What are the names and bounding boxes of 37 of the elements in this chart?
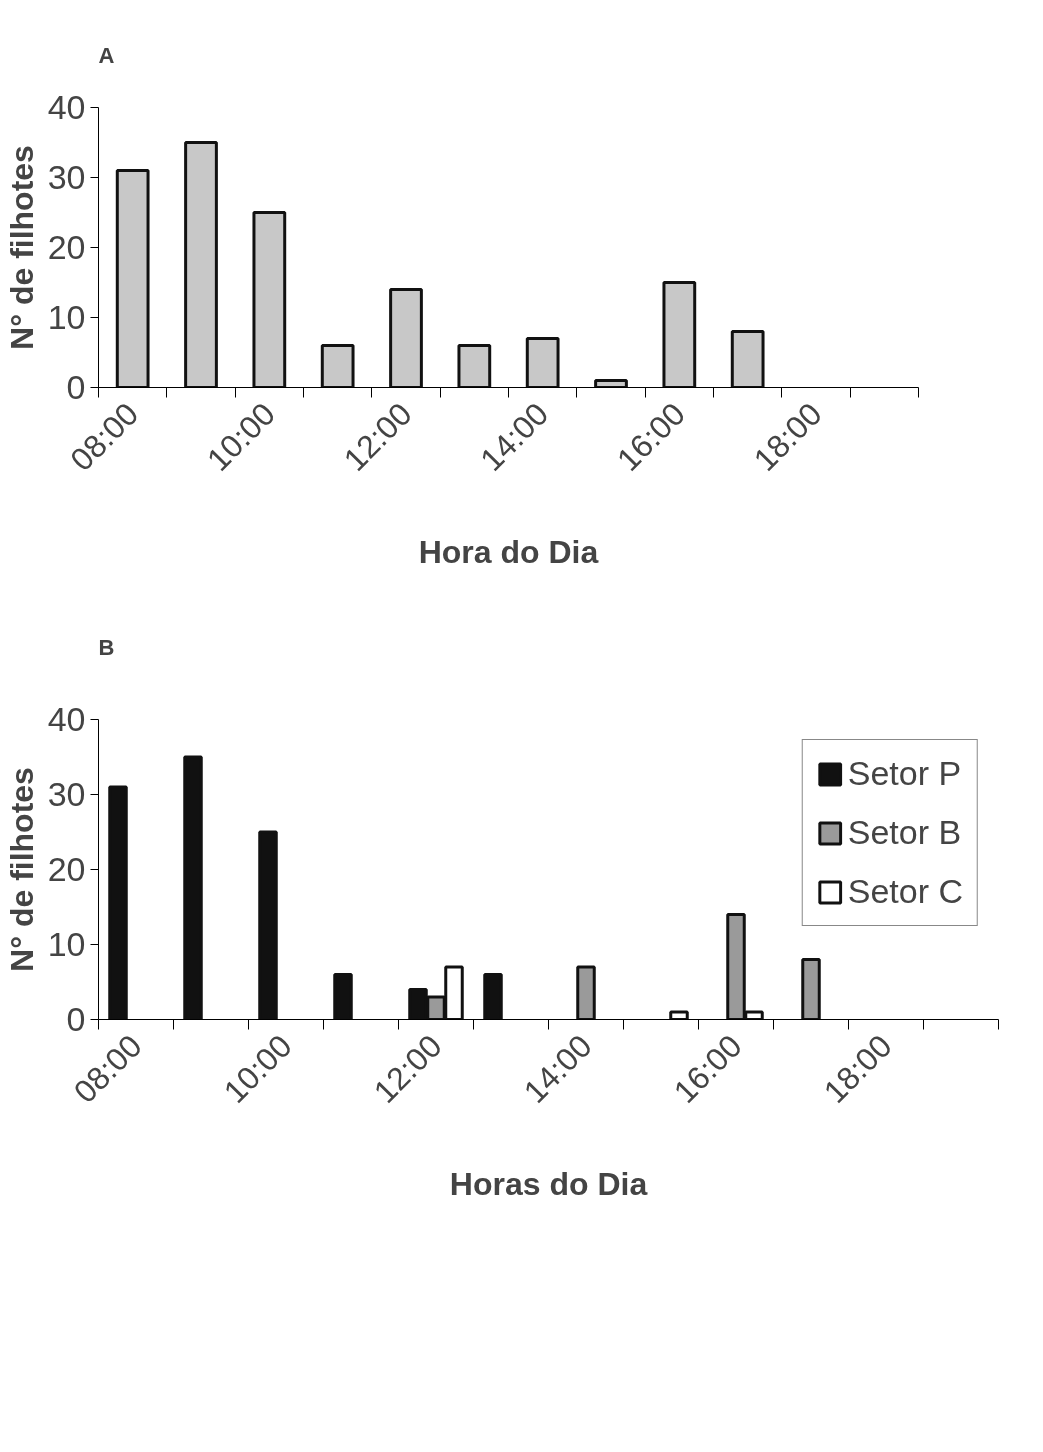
chart-title: B xyxy=(98,634,115,660)
y-tick-label: 30 xyxy=(47,775,86,813)
legend-label: Setor B xyxy=(847,813,962,852)
bar xyxy=(333,973,353,1020)
bar xyxy=(730,330,765,388)
bar xyxy=(320,344,355,388)
chart-title: A xyxy=(98,42,115,68)
y-tick-label: 30 xyxy=(47,158,86,196)
y-tick-label: 20 xyxy=(47,228,86,266)
bar xyxy=(525,337,560,388)
bar xyxy=(662,281,697,388)
legend-label: Setor P xyxy=(847,754,962,793)
bar xyxy=(594,379,628,388)
bar xyxy=(258,830,278,1020)
bar xyxy=(252,211,287,388)
bar xyxy=(483,973,503,1020)
bar xyxy=(669,1010,689,1020)
bar xyxy=(115,169,150,388)
y-tick-label: 0 xyxy=(66,1000,86,1038)
x-axis-title: Hora do Dia xyxy=(418,533,599,570)
y-tick-label: 0 xyxy=(66,368,86,406)
bar xyxy=(576,965,596,1020)
bar xyxy=(389,288,423,388)
bar xyxy=(457,344,492,388)
y-tick-label: 40 xyxy=(47,700,86,738)
bar xyxy=(184,141,218,388)
y-axis-title: N° de filhotes xyxy=(3,145,40,350)
y-tick-label: 10 xyxy=(47,298,86,336)
bar xyxy=(183,755,203,1020)
y-tick-label: 20 xyxy=(47,850,86,888)
y-tick-label: 40 xyxy=(47,88,86,126)
bar xyxy=(108,785,128,1020)
x-axis-title: Horas do Dia xyxy=(449,1165,648,1202)
y-axis-title: N° de filhotes xyxy=(3,767,40,972)
bar xyxy=(801,958,821,1020)
legend-label: Setor C xyxy=(847,872,963,911)
y-tick-label: 10 xyxy=(47,925,86,963)
